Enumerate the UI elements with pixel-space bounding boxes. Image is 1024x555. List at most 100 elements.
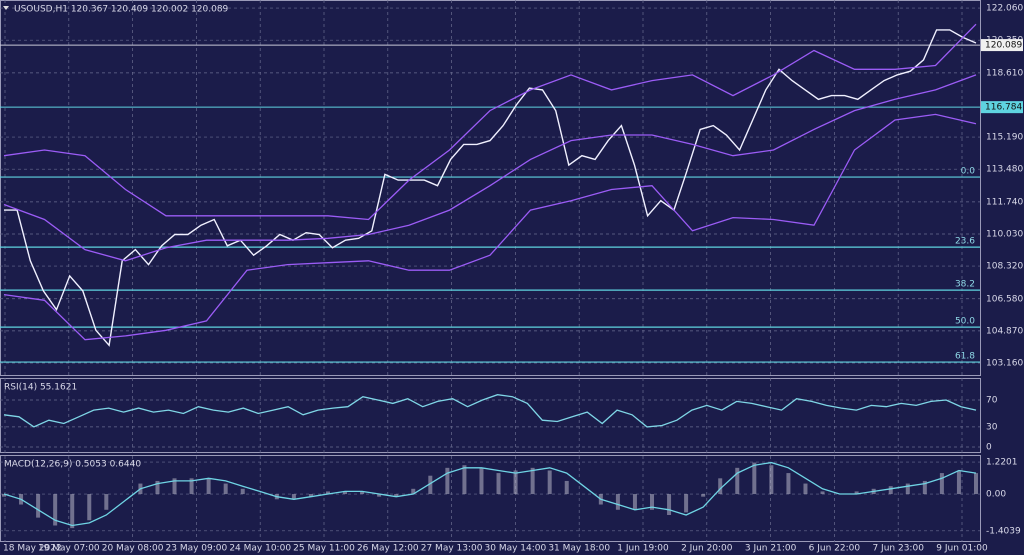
panel-title: RSI(14) 55.1621 bbox=[4, 383, 77, 393]
x-tick-label: 6 Jun 22:00 bbox=[809, 544, 861, 554]
series-line bbox=[3, 74, 977, 262]
x-tick-label: 7 Jun 23:00 bbox=[872, 544, 924, 554]
x-tick-label: 26 May 12:00 bbox=[357, 544, 419, 554]
fib-label: 23.6 bbox=[955, 237, 975, 247]
macd-bar bbox=[905, 483, 910, 495]
macd-bar bbox=[308, 494, 313, 497]
macd-bar bbox=[377, 494, 382, 497]
price-label: 116.784 bbox=[985, 103, 1022, 113]
series-line bbox=[3, 113, 977, 341]
y-tick-label: 104.870 bbox=[986, 326, 1023, 336]
macd-bar bbox=[939, 473, 944, 495]
series-line bbox=[3, 394, 977, 428]
y-tick-label: 115.190 bbox=[986, 133, 1023, 143]
macd-bar bbox=[462, 465, 467, 495]
macd-bar bbox=[632, 494, 637, 510]
rsi-panel bbox=[0, 378, 981, 453]
y-tick-label: 108.320 bbox=[986, 262, 1023, 272]
macd-bar bbox=[206, 478, 211, 495]
y-tick-label: 103.160 bbox=[986, 358, 1023, 368]
macd-bar bbox=[684, 494, 689, 513]
panel-title: MACD(12,26,9) 0.5053 0.6440 bbox=[4, 460, 141, 470]
fib-label: 50.0 bbox=[955, 317, 975, 327]
macd-panel bbox=[0, 455, 981, 542]
fib-label: 38.2 bbox=[955, 280, 975, 290]
macd-bar bbox=[189, 478, 194, 495]
price-label-box bbox=[981, 39, 1023, 52]
x-tick-label: 23 May 09:00 bbox=[166, 544, 228, 554]
macd-bar bbox=[326, 491, 330, 495]
macd-bar bbox=[564, 480, 569, 495]
macd-bar bbox=[87, 494, 92, 521]
macd-bar bbox=[769, 465, 774, 495]
y-tick-label: 111.740 bbox=[986, 197, 1023, 207]
x-tick-label: 31 May 18:00 bbox=[548, 544, 610, 554]
macd-bar bbox=[2, 494, 6, 497]
y-tick-label: 113.480 bbox=[986, 165, 1023, 175]
x-tick-label: 1 Jun 19:00 bbox=[617, 544, 669, 554]
macd-bar bbox=[974, 473, 978, 495]
macd-bar bbox=[956, 470, 961, 495]
macd-bar bbox=[411, 488, 416, 495]
y-tick-label: 70 bbox=[986, 396, 998, 406]
macd-bar bbox=[240, 488, 245, 495]
macd-bar bbox=[922, 480, 927, 495]
macd-bar bbox=[70, 494, 75, 529]
macd-bar bbox=[547, 470, 552, 495]
y-tick-label: 122.060 bbox=[986, 4, 1023, 14]
x-tick-label: 27 May 13:00 bbox=[421, 544, 483, 554]
macd-bar bbox=[155, 480, 160, 495]
x-tick-label: 3 Jun 21:00 bbox=[745, 544, 797, 554]
y-tick-label: 0 bbox=[986, 443, 992, 453]
macd-bar bbox=[615, 494, 620, 510]
macd-bar bbox=[496, 473, 501, 495]
series-line bbox=[3, 23, 977, 221]
price-label-box bbox=[981, 101, 1023, 114]
x-tick-label: 9 Jun 01:00 bbox=[936, 544, 988, 554]
macd-bar bbox=[667, 494, 672, 516]
x-tick-label: 20 May 08:00 bbox=[102, 544, 164, 554]
macd-bar bbox=[223, 483, 228, 495]
x-tick-label: 24 May 10:00 bbox=[229, 544, 291, 554]
y-tick-label: -1.4039 bbox=[986, 526, 1021, 536]
macd-bar bbox=[360, 491, 365, 495]
macd-bar bbox=[701, 494, 706, 497]
macd-bar bbox=[530, 467, 535, 495]
macd-bar bbox=[445, 467, 450, 495]
macd-bar bbox=[36, 494, 41, 518]
title-arrow bbox=[3, 6, 9, 10]
macd-bar bbox=[888, 486, 893, 495]
macd-bar bbox=[394, 494, 399, 497]
macd-bar bbox=[718, 478, 723, 495]
macd-bar bbox=[513, 470, 518, 495]
macd-bar bbox=[786, 473, 791, 495]
macd-bar bbox=[428, 475, 433, 495]
macd-bar bbox=[479, 467, 484, 495]
x-tick-label: 25 May 11:00 bbox=[293, 544, 355, 554]
y-tick-label: 110.030 bbox=[986, 229, 1023, 239]
macd-bar bbox=[291, 494, 296, 500]
panel-title: USOUSD,H1 120.367 120.409 120.002 120.08… bbox=[14, 5, 229, 15]
y-tick-label: 30 bbox=[986, 422, 998, 432]
x-tick-label: 19 May 07:00 bbox=[38, 544, 100, 554]
macd-bar bbox=[650, 494, 654, 510]
macd-bar bbox=[343, 491, 348, 495]
x-tick-label: 18 May 2022 bbox=[3, 544, 62, 554]
macd-bar bbox=[735, 467, 740, 495]
main-panel bbox=[0, 0, 981, 376]
y-tick-label: 118.610 bbox=[986, 68, 1023, 78]
x-tick-label: 30 May 14:00 bbox=[485, 544, 547, 554]
y-tick-label: 106.580 bbox=[986, 294, 1023, 304]
macd-bar bbox=[820, 491, 825, 495]
fib-label: 61.8 bbox=[955, 352, 975, 362]
macd-bar bbox=[854, 491, 859, 495]
macd-bar bbox=[172, 478, 177, 495]
fib-label: 0.0 bbox=[961, 167, 976, 177]
y-tick-label: 0.00 bbox=[986, 490, 1006, 500]
y-tick-label: 1.2201 bbox=[986, 458, 1018, 468]
price-label: 120.089 bbox=[985, 41, 1022, 51]
macd-bar bbox=[53, 494, 58, 526]
macd-bar bbox=[803, 483, 808, 495]
